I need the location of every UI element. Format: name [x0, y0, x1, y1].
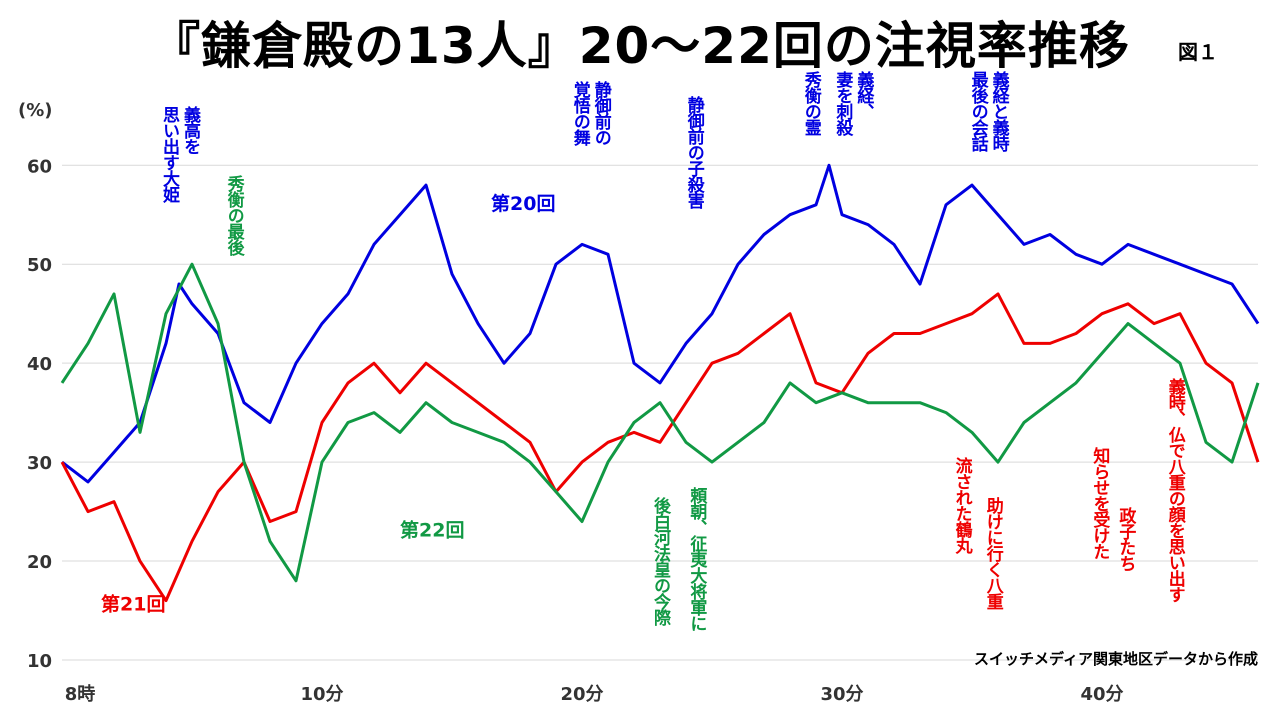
- series-line-20: [61, 163, 1260, 484]
- scene-annotation: 義高を 思い出す大姫: [159, 106, 200, 202]
- annotation-line: 静御前の: [590, 81, 611, 146]
- series-line-22: [60, 262, 1260, 583]
- y-tick-label: 10: [27, 651, 52, 672]
- annotation-line: 政子たち: [1115, 506, 1136, 571]
- series-line-21: [60, 292, 1260, 603]
- series-label: 第22回: [400, 518, 464, 541]
- x-tick-label: 10分: [300, 684, 343, 705]
- annotation-line: 後白河法皇の今際: [650, 496, 670, 625]
- annotation-line: 義経と義時: [988, 71, 1009, 152]
- scene-annotation: 知らせを受けた: [1089, 447, 1109, 559]
- x-tick-label: 8時: [65, 684, 96, 705]
- chart-title: 『鎌倉殿の13人』20～22回の注視率推移: [150, 17, 1130, 75]
- annotation-line: 静御前の子殺害: [683, 96, 704, 208]
- gridlines: [62, 164, 1258, 661]
- scene-annotation: 後白河法皇の今際: [650, 497, 670, 625]
- y-axis: 10 20 30 40 50 60: [27, 156, 52, 672]
- annotation-line: 秀衡の最後: [223, 175, 244, 256]
- scene-annotation: 頼朝、征夷大将軍に: [686, 487, 706, 631]
- annotation-line: 頼朝、征夷大将軍に: [686, 486, 707, 631]
- y-tick-label: 40: [27, 354, 52, 375]
- annotation-line: 義経、: [853, 71, 874, 120]
- x-tick-label: 40分: [1080, 684, 1123, 705]
- series-label: 第21回: [101, 593, 165, 616]
- scene-annotation: 静御前の 覚悟の舞: [570, 81, 611, 145]
- x-axis: 8時 10分 20分 30分 40分: [65, 684, 1124, 705]
- scene-annotation: 政子たち: [1115, 507, 1135, 571]
- annotation-line: 妻を刺殺: [832, 71, 853, 136]
- annotation-line: 最後の会話: [967, 71, 988, 152]
- x-tick-label: 20分: [560, 684, 603, 705]
- scene-annotation: 秀衡の霊: [801, 71, 821, 135]
- annotation-line: 思い出す大姫: [159, 105, 179, 202]
- y-axis-label: (%): [18, 100, 53, 121]
- scene-annotation: 義経、 妻を刺殺: [832, 71, 873, 135]
- annotation-line: 義高を: [180, 105, 200, 154]
- annotation-line: 覚悟の舞: [569, 81, 590, 146]
- annotation-line: 知らせを受けた: [1089, 447, 1110, 560]
- y-tick-label: 60: [27, 156, 52, 177]
- scene-annotation: 秀衡の最後: [224, 175, 244, 255]
- y-tick-label: 50: [27, 255, 52, 276]
- series-lines: [60, 163, 1260, 603]
- scene-annotation: 助けに行く八重: [983, 497, 1003, 609]
- source-note: スイッチメディア関東地区データから作成: [974, 650, 1258, 668]
- y-tick-label: 20: [27, 552, 52, 573]
- annotation-line: 流された鶴丸: [951, 457, 972, 554]
- scene-annotation: 静御前の子殺害: [684, 96, 704, 208]
- y-tick-label: 30: [27, 453, 52, 474]
- scene-annotation: 義時、仏で八重の顔を思い出す: [1165, 378, 1185, 602]
- annotation-line: 助けに行く八重: [982, 496, 1003, 609]
- x-tick-label: 30分: [820, 684, 863, 705]
- figure-label: 図１: [1178, 40, 1218, 64]
- annotation-line: 義時、仏で八重の顔を思い出す: [1164, 378, 1185, 602]
- series-label: 第20回: [491, 192, 555, 215]
- scene-annotation: 義経と義時 最後の会話: [968, 71, 1009, 151]
- scene-annotation: 流された鶴丸: [952, 457, 972, 553]
- annotation-line: 秀衡の霊: [800, 71, 821, 136]
